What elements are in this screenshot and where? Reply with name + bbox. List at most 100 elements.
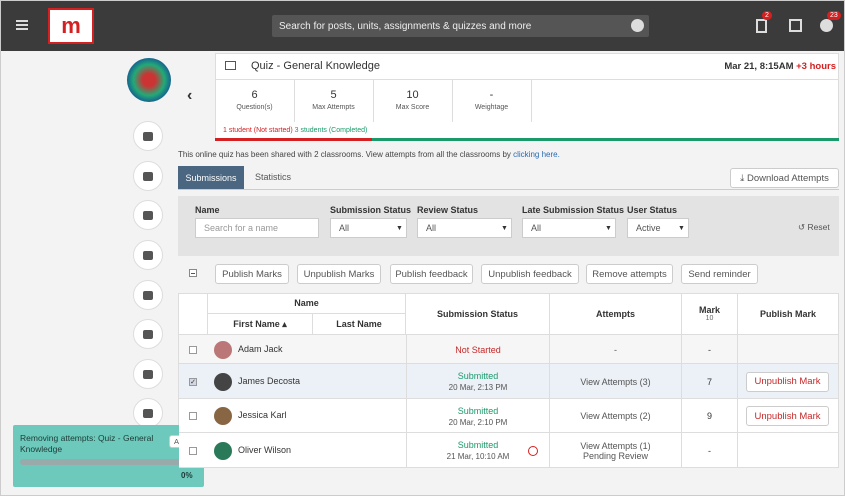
assignments-icon[interactable] [756, 19, 767, 33]
nav-icon[interactable] [133, 240, 163, 270]
name-input[interactable]: Search for a name [195, 218, 319, 238]
back-arrow[interactable]: ‹ [187, 87, 193, 104]
row-avatar [214, 407, 232, 425]
unpublish-button[interactable]: Unpublish Mark [746, 406, 829, 426]
stat-value: - [489, 89, 494, 101]
header-cell [178, 293, 208, 335]
completed: 3 students (Completed) [294, 127, 368, 134]
stat-divider [294, 80, 295, 122]
stat-label: Max Attempts [312, 104, 355, 111]
header-label: Publish Mark [759, 308, 816, 319]
checkbox[interactable] [189, 412, 197, 420]
row-bg [179, 399, 838, 433]
header-label: Mark [698, 305, 720, 315]
nav-icon[interactable] [133, 200, 163, 230]
badge: 2 [762, 11, 772, 20]
student-name: Oliver Wilson [238, 444, 292, 455]
attempts-cell[interactable]: View Attempts (2) [550, 399, 682, 433]
progress-green [372, 138, 839, 141]
row-avatar [214, 441, 232, 460]
filter-label: User Status [627, 205, 678, 215]
action-button[interactable]: Send reminder [681, 264, 758, 284]
action-button[interactable]: Remove attempts [586, 264, 673, 284]
header-cell: Mark 10 [682, 293, 738, 335]
nav-icon[interactable] [133, 319, 163, 349]
attempts: View Attempts (2) [580, 411, 651, 421]
action-button[interactable]: Publish Marks [215, 264, 289, 284]
max-mark: 10 [705, 315, 714, 322]
header-cell: Name [208, 293, 406, 314]
select-caret: ▼ [678, 225, 685, 232]
select-caret: ▼ [605, 225, 612, 232]
select-caret: ▼ [501, 225, 508, 232]
offset: +3 hours [796, 61, 836, 72]
not-started: 1 student (Not started) [223, 127, 293, 134]
note: This online quiz has been shared with 2 … [178, 150, 511, 159]
share-link[interactable]: clicking here. [513, 150, 560, 159]
tab[interactable]: Statistics [255, 172, 292, 182]
nav-icon[interactable] [133, 121, 163, 151]
checkbox[interactable] [189, 446, 197, 455]
action-button[interactable]: Publish feedback [390, 264, 473, 284]
header-label: Submission Status [436, 308, 518, 319]
tab-underline [178, 189, 839, 190]
tab-active[interactable]: Submissions [178, 166, 244, 189]
nav-icon[interactable] [133, 161, 163, 191]
nav-icon[interactable] [133, 280, 163, 310]
stat-value: 10 [406, 89, 419, 101]
student-name: Adam Jack [238, 343, 283, 354]
label: Download Attempts [746, 172, 829, 184]
submission-date: 20 Mar, 2:13 PM [448, 383, 508, 392]
date: Mar 21, 8:15AM [724, 61, 794, 72]
action-button[interactable]: Unpublish Marks [297, 264, 381, 284]
stat-divider [373, 80, 374, 122]
status-cell: Submitted 21 Mar, 10:10 AM [406, 433, 550, 468]
stat-divider [452, 80, 453, 122]
quiz-icon [225, 61, 236, 70]
search-placeholder: Search for posts, units, assignments & q… [279, 20, 532, 32]
reset[interactable]: ↺ Reset [798, 222, 830, 232]
search-bar[interactable]: Search for posts, units, assignments & q… [272, 15, 649, 37]
filter-label: Name [195, 205, 220, 215]
nav-icon[interactable] [133, 359, 163, 389]
header-cell[interactable]: Last Name [313, 314, 406, 335]
quiz-title: Quiz - General Knowledge [251, 60, 381, 72]
header-cell[interactable]: First Name ▴ [208, 314, 313, 335]
submission-status: Not Started [455, 344, 501, 355]
attempts-cell[interactable]: View Attempts (3) [550, 364, 682, 399]
download-button[interactable]: ⤓ Download Attempts [730, 168, 839, 188]
select[interactable]: All [522, 218, 616, 238]
info-icon[interactable] [631, 19, 644, 32]
select-all[interactable] [189, 269, 197, 277]
unpublish-button[interactable]: Unpublish Mark [746, 371, 829, 392]
filter-label: Review Status [417, 205, 479, 215]
row-bg [179, 335, 838, 364]
select[interactable]: All [417, 218, 512, 238]
select-caret: ▼ [396, 225, 403, 232]
checkbox[interactable] [189, 345, 197, 354]
select[interactable]: All [330, 218, 407, 238]
menu-icon[interactable] [16, 20, 28, 30]
stat-label: Question(s) [236, 104, 273, 111]
status-cell: Submitted 20 Mar, 2:13 PM [406, 364, 550, 399]
toast-percent: 0% [181, 471, 193, 480]
nav-icon[interactable] [133, 398, 163, 428]
progress-red [215, 138, 372, 141]
header-cell: Attempts [550, 293, 682, 335]
action-button[interactable]: Unpublish feedback [481, 264, 579, 284]
header-cell: Publish Mark [738, 293, 839, 335]
calendar-icon[interactable] [789, 19, 802, 32]
toast-progress [20, 459, 197, 465]
header-label: Attempts [595, 308, 635, 319]
quiz-card [215, 53, 839, 141]
avatar [127, 58, 171, 102]
stat-label: Max Score [395, 104, 430, 111]
notification-icon[interactable] [820, 19, 833, 32]
select[interactable]: Active [627, 218, 689, 238]
mark: - [682, 433, 738, 468]
logo[interactable]: m [48, 8, 94, 44]
attempts-cell[interactable]: View Attempts (1) Pending Review [550, 433, 682, 468]
submission-status: Submitted [457, 440, 499, 450]
checkbox[interactable]: ✓ [189, 377, 197, 386]
share-note: This online quiz has been shared with 2 … [178, 150, 560, 159]
